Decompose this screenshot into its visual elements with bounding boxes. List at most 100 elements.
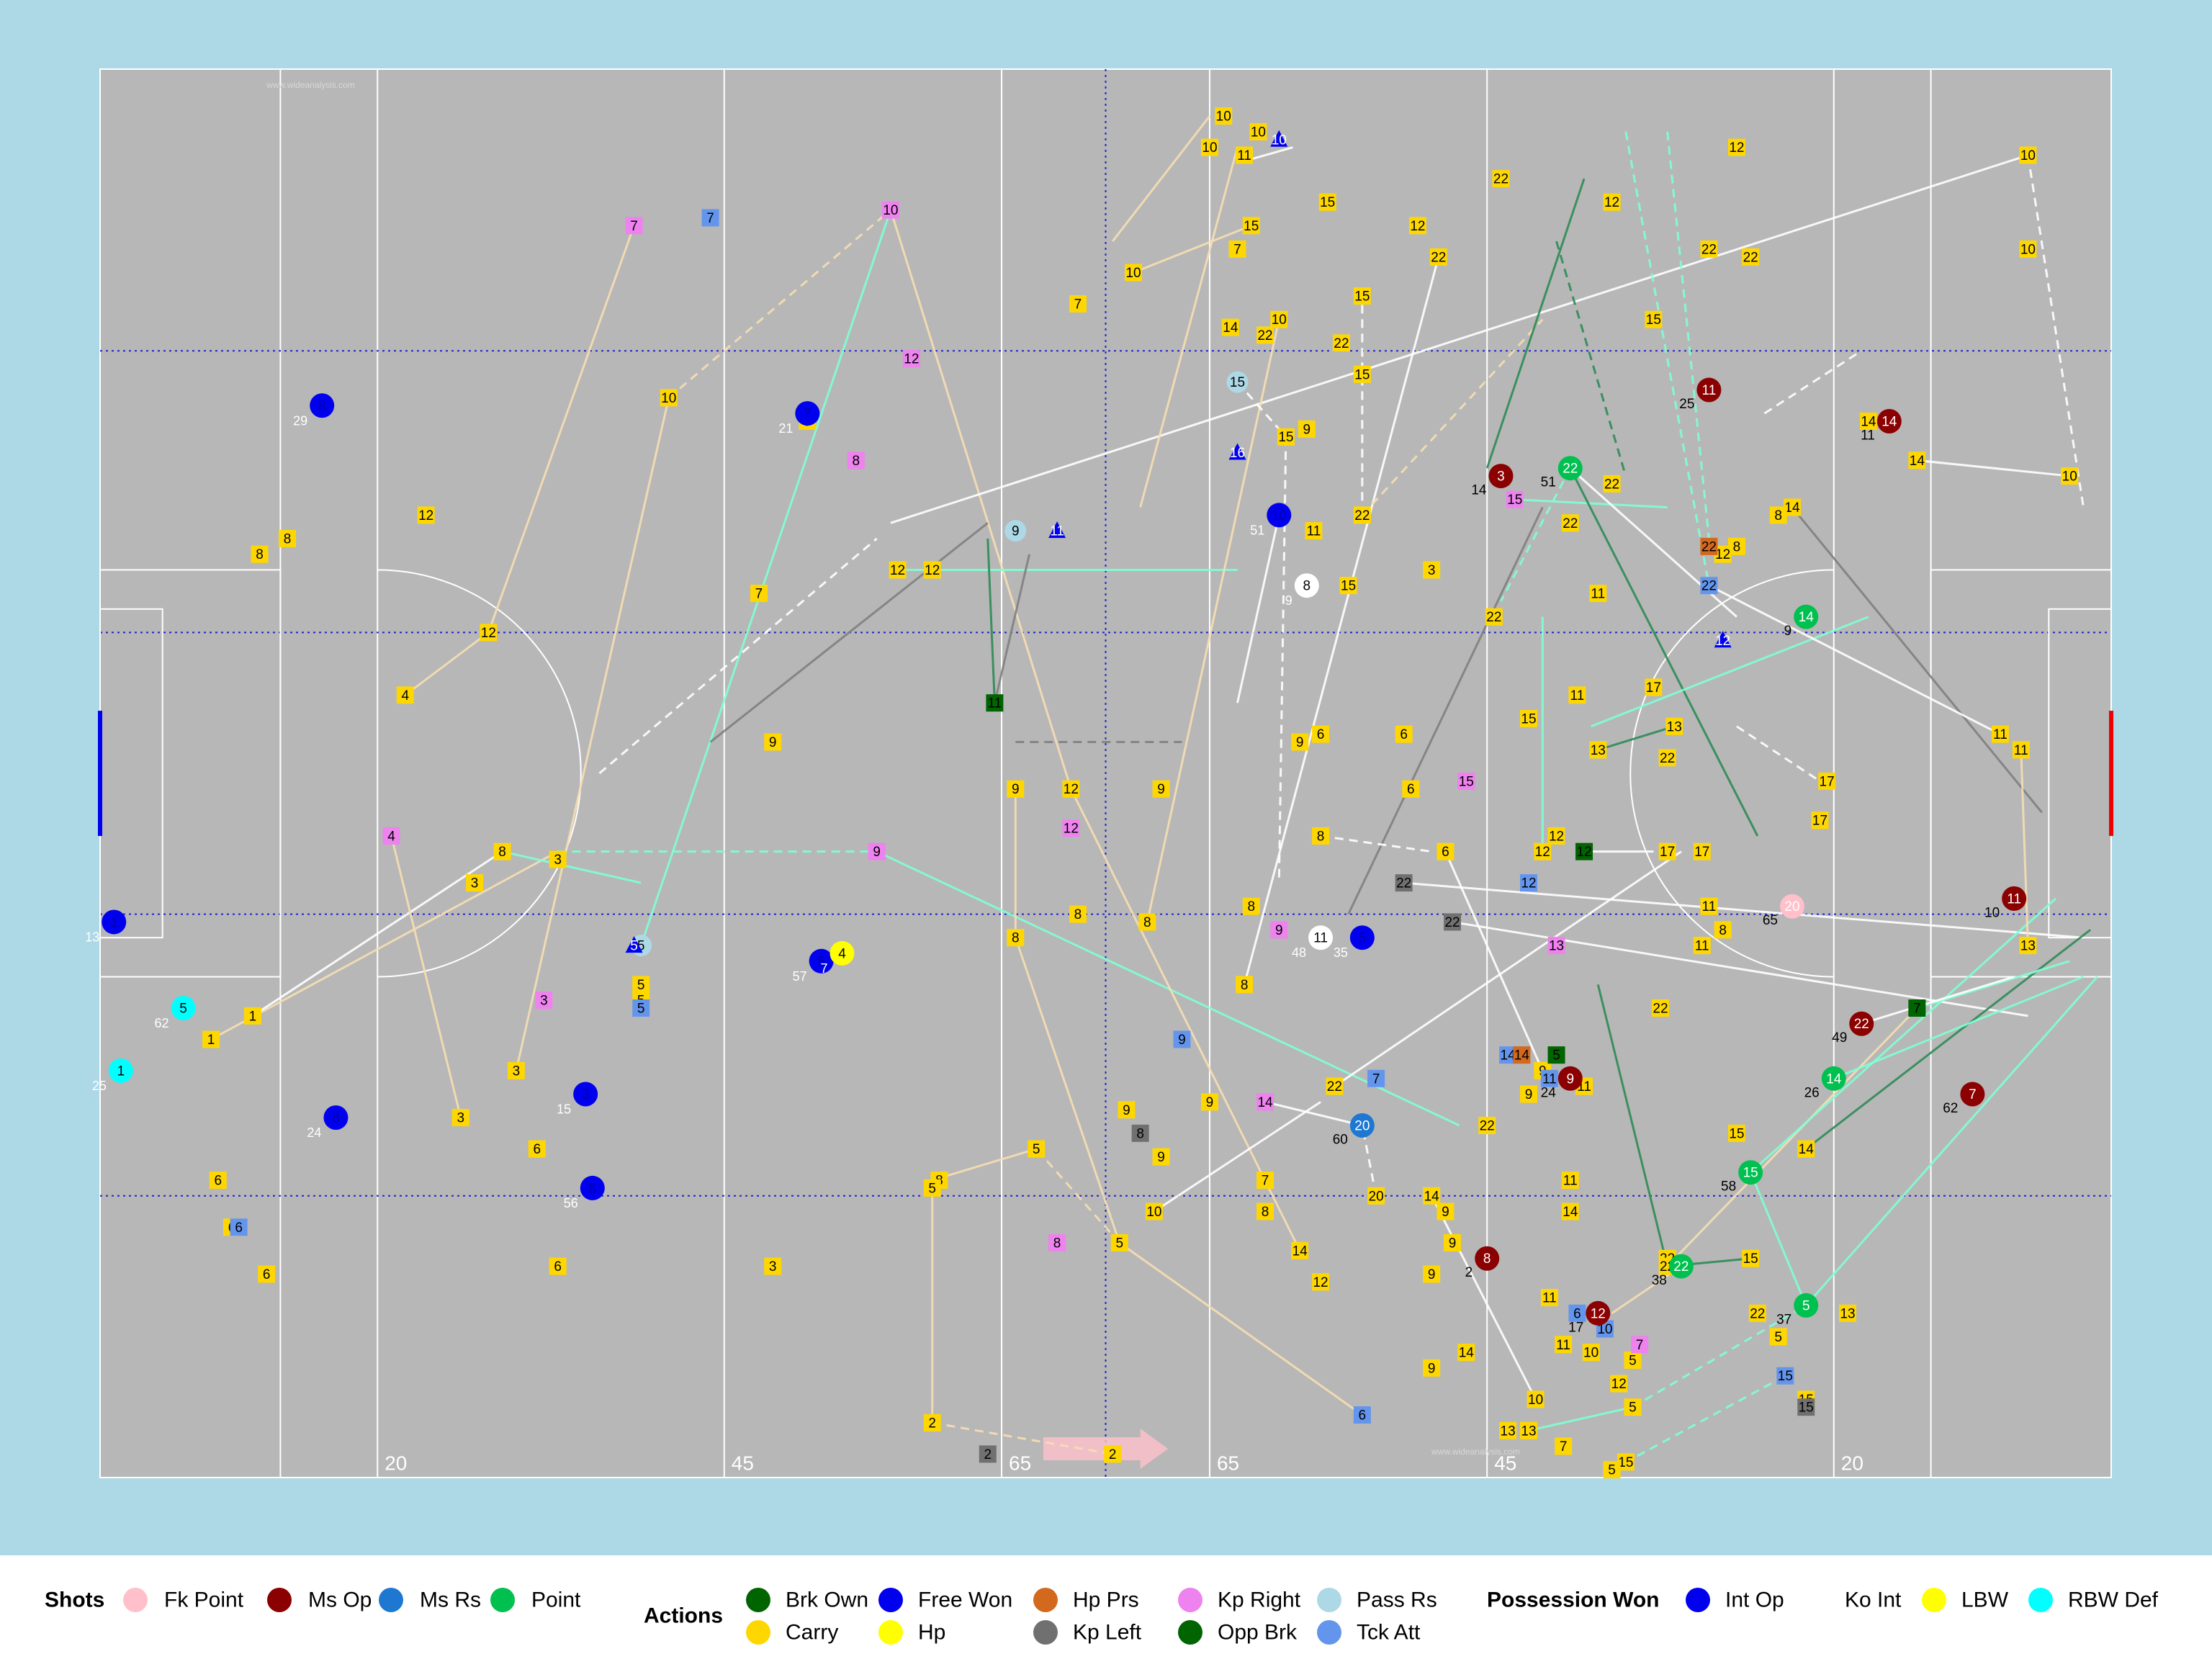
possession-markers: 829 7218243156565575351051113891148475621… [85, 393, 1375, 1210]
action-label: 12 [1064, 782, 1079, 797]
kp-right-marker [1062, 819, 1080, 837]
action-label: 8 [1241, 978, 1249, 993]
right-goal [2109, 711, 2113, 836]
action-label: 5 [637, 939, 645, 954]
carry-marker [1818, 772, 1836, 790]
shot-marker [1349, 1113, 1375, 1138]
free-won-marker [1714, 631, 1732, 648]
movement-line [1624, 131, 1710, 586]
possession-marker [171, 996, 196, 1020]
movement-line [598, 537, 878, 775]
action-label: 12 [1729, 140, 1744, 156]
shot-player: 25 [1679, 397, 1694, 412]
action-label: 6 [533, 1142, 541, 1157]
action-label: 13 [2020, 939, 2036, 954]
legend-swatch [1178, 1588, 1202, 1612]
action-label: 5 [1608, 1463, 1616, 1478]
movement-line [1632, 1304, 1807, 1408]
carry-marker [507, 1061, 525, 1079]
action-label: 8 [1143, 915, 1151, 930]
action-label: 10 [883, 203, 898, 218]
action-label: 8 [1719, 923, 1727, 938]
action-label: 15 [1743, 1251, 1758, 1267]
movement-line [1485, 178, 1586, 469]
carry-marker [1839, 1304, 1857, 1322]
action-label: 3 [1428, 563, 1436, 578]
action-label: 12 [481, 626, 496, 641]
action-label: 22 [1743, 250, 1758, 265]
action-label: 3 [554, 853, 562, 868]
action-label: 22 [1563, 516, 1578, 531]
action-label: 12 [1715, 547, 1730, 562]
action-label: 14 [1861, 415, 1876, 430]
possession-marker [795, 401, 820, 426]
carry-marker [1277, 428, 1295, 446]
legend-label: Brk Own [786, 1588, 868, 1612]
tck-att-marker [632, 999, 650, 1017]
movement-line [1555, 240, 1627, 477]
shot-player: 10 [1984, 905, 2000, 920]
action-label: 6 [1317, 727, 1325, 742]
action-label: 10 [1251, 125, 1266, 140]
action-label: 22 [1327, 1079, 1342, 1094]
action-label: 12 [1521, 876, 1536, 891]
action-label: 10 [1146, 1205, 1161, 1220]
carry-marker [1645, 678, 1663, 696]
possession-label: 4 [838, 946, 846, 961]
action-label: 5 [1629, 1401, 1637, 1416]
legend-label: Kp Right [1218, 1588, 1301, 1612]
legend-label: Pass Rs [1357, 1588, 1437, 1612]
action-label: 5 [637, 1002, 645, 1017]
action-label: 15 [1341, 579, 1356, 594]
movement-line [1264, 1100, 1363, 1127]
action-label: 14 [1501, 1048, 1516, 1064]
shot-label: 12 [1591, 1306, 1606, 1321]
shot-label: 9 [1566, 1071, 1574, 1087]
carry-marker [1138, 913, 1156, 931]
tck-att-marker [1367, 1069, 1385, 1087]
action-label: 22 [1480, 1119, 1495, 1134]
carry-marker [1429, 248, 1447, 266]
action-label: 11 [1591, 587, 1605, 602]
movement-line [1035, 1148, 1120, 1244]
action-label: 10 [1272, 313, 1287, 328]
carry-marker [2019, 240, 2037, 258]
carry-marker [1561, 1172, 1579, 1190]
possession-marker [809, 948, 834, 974]
action-label: 11 [988, 696, 1002, 711]
action-label: 14 [1799, 1142, 1815, 1157]
shot-player: 9 [1784, 624, 1792, 639]
shot-player: 65 [1763, 913, 1778, 928]
action-label: 6 [235, 1220, 243, 1236]
action-label: 13 [1549, 939, 1564, 954]
legend-swatch [1033, 1620, 1058, 1645]
carry-marker [549, 850, 567, 868]
possession-player: 62 [155, 1016, 169, 1030]
movement-line [709, 522, 989, 743]
action-label: 22 [1257, 328, 1272, 343]
action-label: 15 [1244, 219, 1259, 234]
carry-marker [1221, 318, 1239, 336]
carry-marker [1152, 1148, 1170, 1166]
kp-right-marker [1457, 772, 1475, 790]
kp-right-marker [1256, 1093, 1274, 1111]
carry-marker [1200, 1093, 1218, 1111]
free-won-marker [1270, 130, 1288, 147]
legend-swatch [1033, 1588, 1058, 1612]
carry-marker [1645, 310, 1663, 328]
carry-marker [1291, 1241, 1309, 1259]
carry-marker [1742, 248, 1760, 266]
action-label: 7 [1233, 242, 1241, 257]
carry-marker [1727, 1124, 1745, 1142]
action-label: 9 [1157, 1150, 1165, 1165]
action-label: 15 [1354, 367, 1370, 382]
carry-marker [1519, 1421, 1537, 1439]
carry-marker [1069, 295, 1087, 313]
carry-marker [1658, 749, 1676, 767]
shot-marker [1779, 894, 1804, 919]
carry-marker [1256, 1172, 1274, 1190]
carry-marker [1527, 1390, 1545, 1408]
carry-marker [1423, 1265, 1441, 1283]
distance-label: 65 [1217, 1452, 1239, 1475]
action-label: 8 [1247, 899, 1255, 914]
